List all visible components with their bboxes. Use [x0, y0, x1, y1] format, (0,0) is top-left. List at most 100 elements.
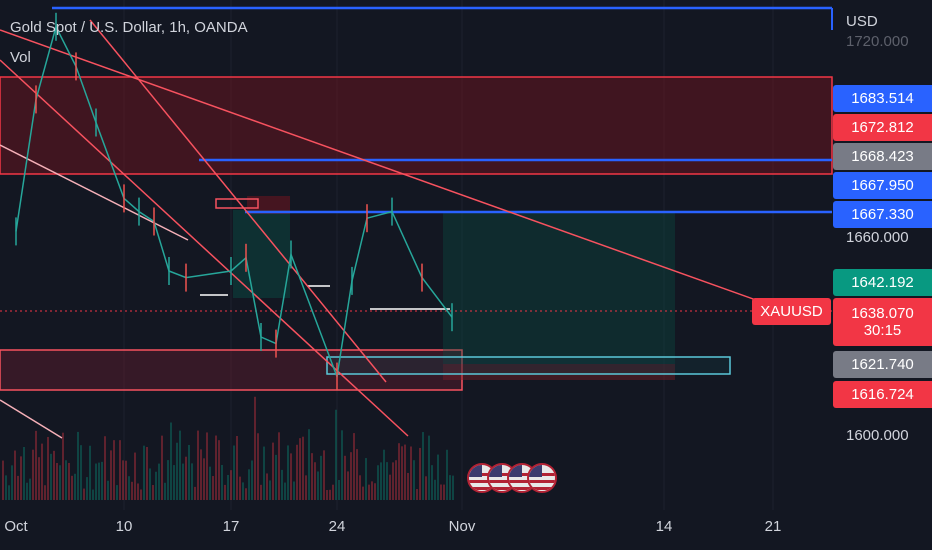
volume-bar [311, 453, 313, 500]
volume-bar [362, 486, 364, 500]
volume-bar [302, 436, 304, 500]
volume-bar [206, 432, 208, 500]
volume-bar [350, 452, 352, 500]
volume-bar [323, 450, 325, 500]
volume-bar [443, 484, 445, 500]
volume-bar [233, 445, 235, 500]
volume-bar [128, 476, 130, 500]
volume-bar [296, 444, 298, 500]
volume-bar [71, 475, 73, 500]
volume-bar [344, 455, 346, 500]
volume-bar [248, 469, 250, 500]
volume-bar [284, 482, 286, 500]
volume-bar [239, 476, 241, 500]
symbol-price-tag: XAUUSD [752, 298, 831, 325]
volume-bar [365, 458, 367, 500]
volume-bar [56, 462, 58, 500]
volume-bar [137, 483, 139, 500]
volume-bar [203, 458, 205, 500]
volume-bar [209, 466, 211, 500]
volume-bar [155, 471, 157, 500]
volume-bar [119, 440, 121, 500]
volume-bar [134, 452, 136, 500]
volume-bar [290, 453, 292, 500]
volume-bar [431, 465, 433, 500]
volume-bar [416, 488, 418, 500]
stop-zone [443, 364, 675, 380]
volume-bar [419, 447, 421, 500]
volume-bar [383, 449, 385, 500]
volume-bar [389, 474, 391, 500]
volume-bar [26, 482, 28, 500]
volume-bar [95, 463, 97, 500]
trendline-pink [0, 144, 189, 241]
entry-box [326, 356, 731, 375]
volume-bar [200, 449, 202, 500]
volume-bar [89, 445, 91, 500]
volume-bar [47, 436, 49, 500]
volume-bar [227, 474, 229, 500]
volume-bar [212, 476, 214, 500]
date-14: 14 [655, 518, 673, 535]
volume-bar [173, 465, 175, 500]
volume-bar [23, 446, 25, 500]
volume-bar [353, 433, 355, 500]
volume-bar [83, 488, 85, 500]
volume-bar [407, 472, 409, 500]
trendline-main [0, 29, 771, 306]
volume-bar [110, 450, 112, 500]
axis-tick-1720: 1720.000 [846, 33, 909, 50]
volume-bar [266, 473, 268, 500]
volume-bar [254, 396, 256, 500]
volume-bar [77, 431, 79, 500]
price-tag-1642: 1642.192 [833, 269, 932, 296]
volume-bar [359, 475, 361, 500]
current-price-value: 1638.070 [851, 305, 914, 322]
date-17: 17 [222, 518, 240, 535]
volume-bar [101, 461, 103, 500]
trendline-pink-low [0, 399, 63, 439]
volume-bar [68, 462, 70, 500]
volume-bar [287, 445, 289, 500]
volume-bar [242, 482, 244, 500]
volume-bar [122, 460, 124, 500]
symbol-title[interactable]: Gold Spot / U.S. Dollar, 1h, OANDA [10, 19, 248, 36]
volume-bar [8, 485, 10, 500]
volume-bar [401, 446, 403, 500]
volume-bar [335, 409, 337, 500]
volume-bar [371, 481, 373, 500]
price-tag-1668-423: 1668.423 [833, 143, 932, 170]
volume-label: Vol [10, 49, 31, 66]
price-tag-1667-950: 1667.950 [833, 172, 932, 199]
volume-bar [179, 430, 181, 500]
volume-bar [161, 435, 163, 500]
volume-bar [425, 476, 427, 500]
volume-bar [59, 465, 61, 500]
volume-bar [428, 435, 430, 500]
date-oct: Oct [4, 518, 28, 535]
volume-bar [269, 480, 271, 500]
volume-bar [377, 465, 379, 500]
us-flag-icon[interactable] [527, 463, 557, 493]
volume-bar [215, 435, 217, 500]
volume-bar [281, 469, 283, 500]
us-flag-icon[interactable] [507, 463, 537, 493]
bar-countdown: 30:15 [863, 322, 902, 339]
price-tag-1616: 1616.724 [833, 381, 932, 408]
volume-bar [140, 489, 142, 500]
volume-bar [314, 462, 316, 500]
volume-bar [320, 455, 322, 500]
volume-bar [170, 422, 172, 500]
volume-bar [98, 462, 100, 500]
volume-bar [146, 446, 148, 500]
volume-bar [65, 460, 67, 500]
trendline-channel-upper [89, 19, 387, 383]
volume-bar [437, 454, 439, 500]
volume-bar [230, 470, 232, 500]
price-tag-1667-330: 1667.330 [833, 201, 932, 228]
trendline-channel-lower [0, 59, 409, 437]
volume-bar [194, 486, 196, 500]
currency-label: USD [846, 13, 878, 30]
volume-bar [224, 484, 226, 500]
